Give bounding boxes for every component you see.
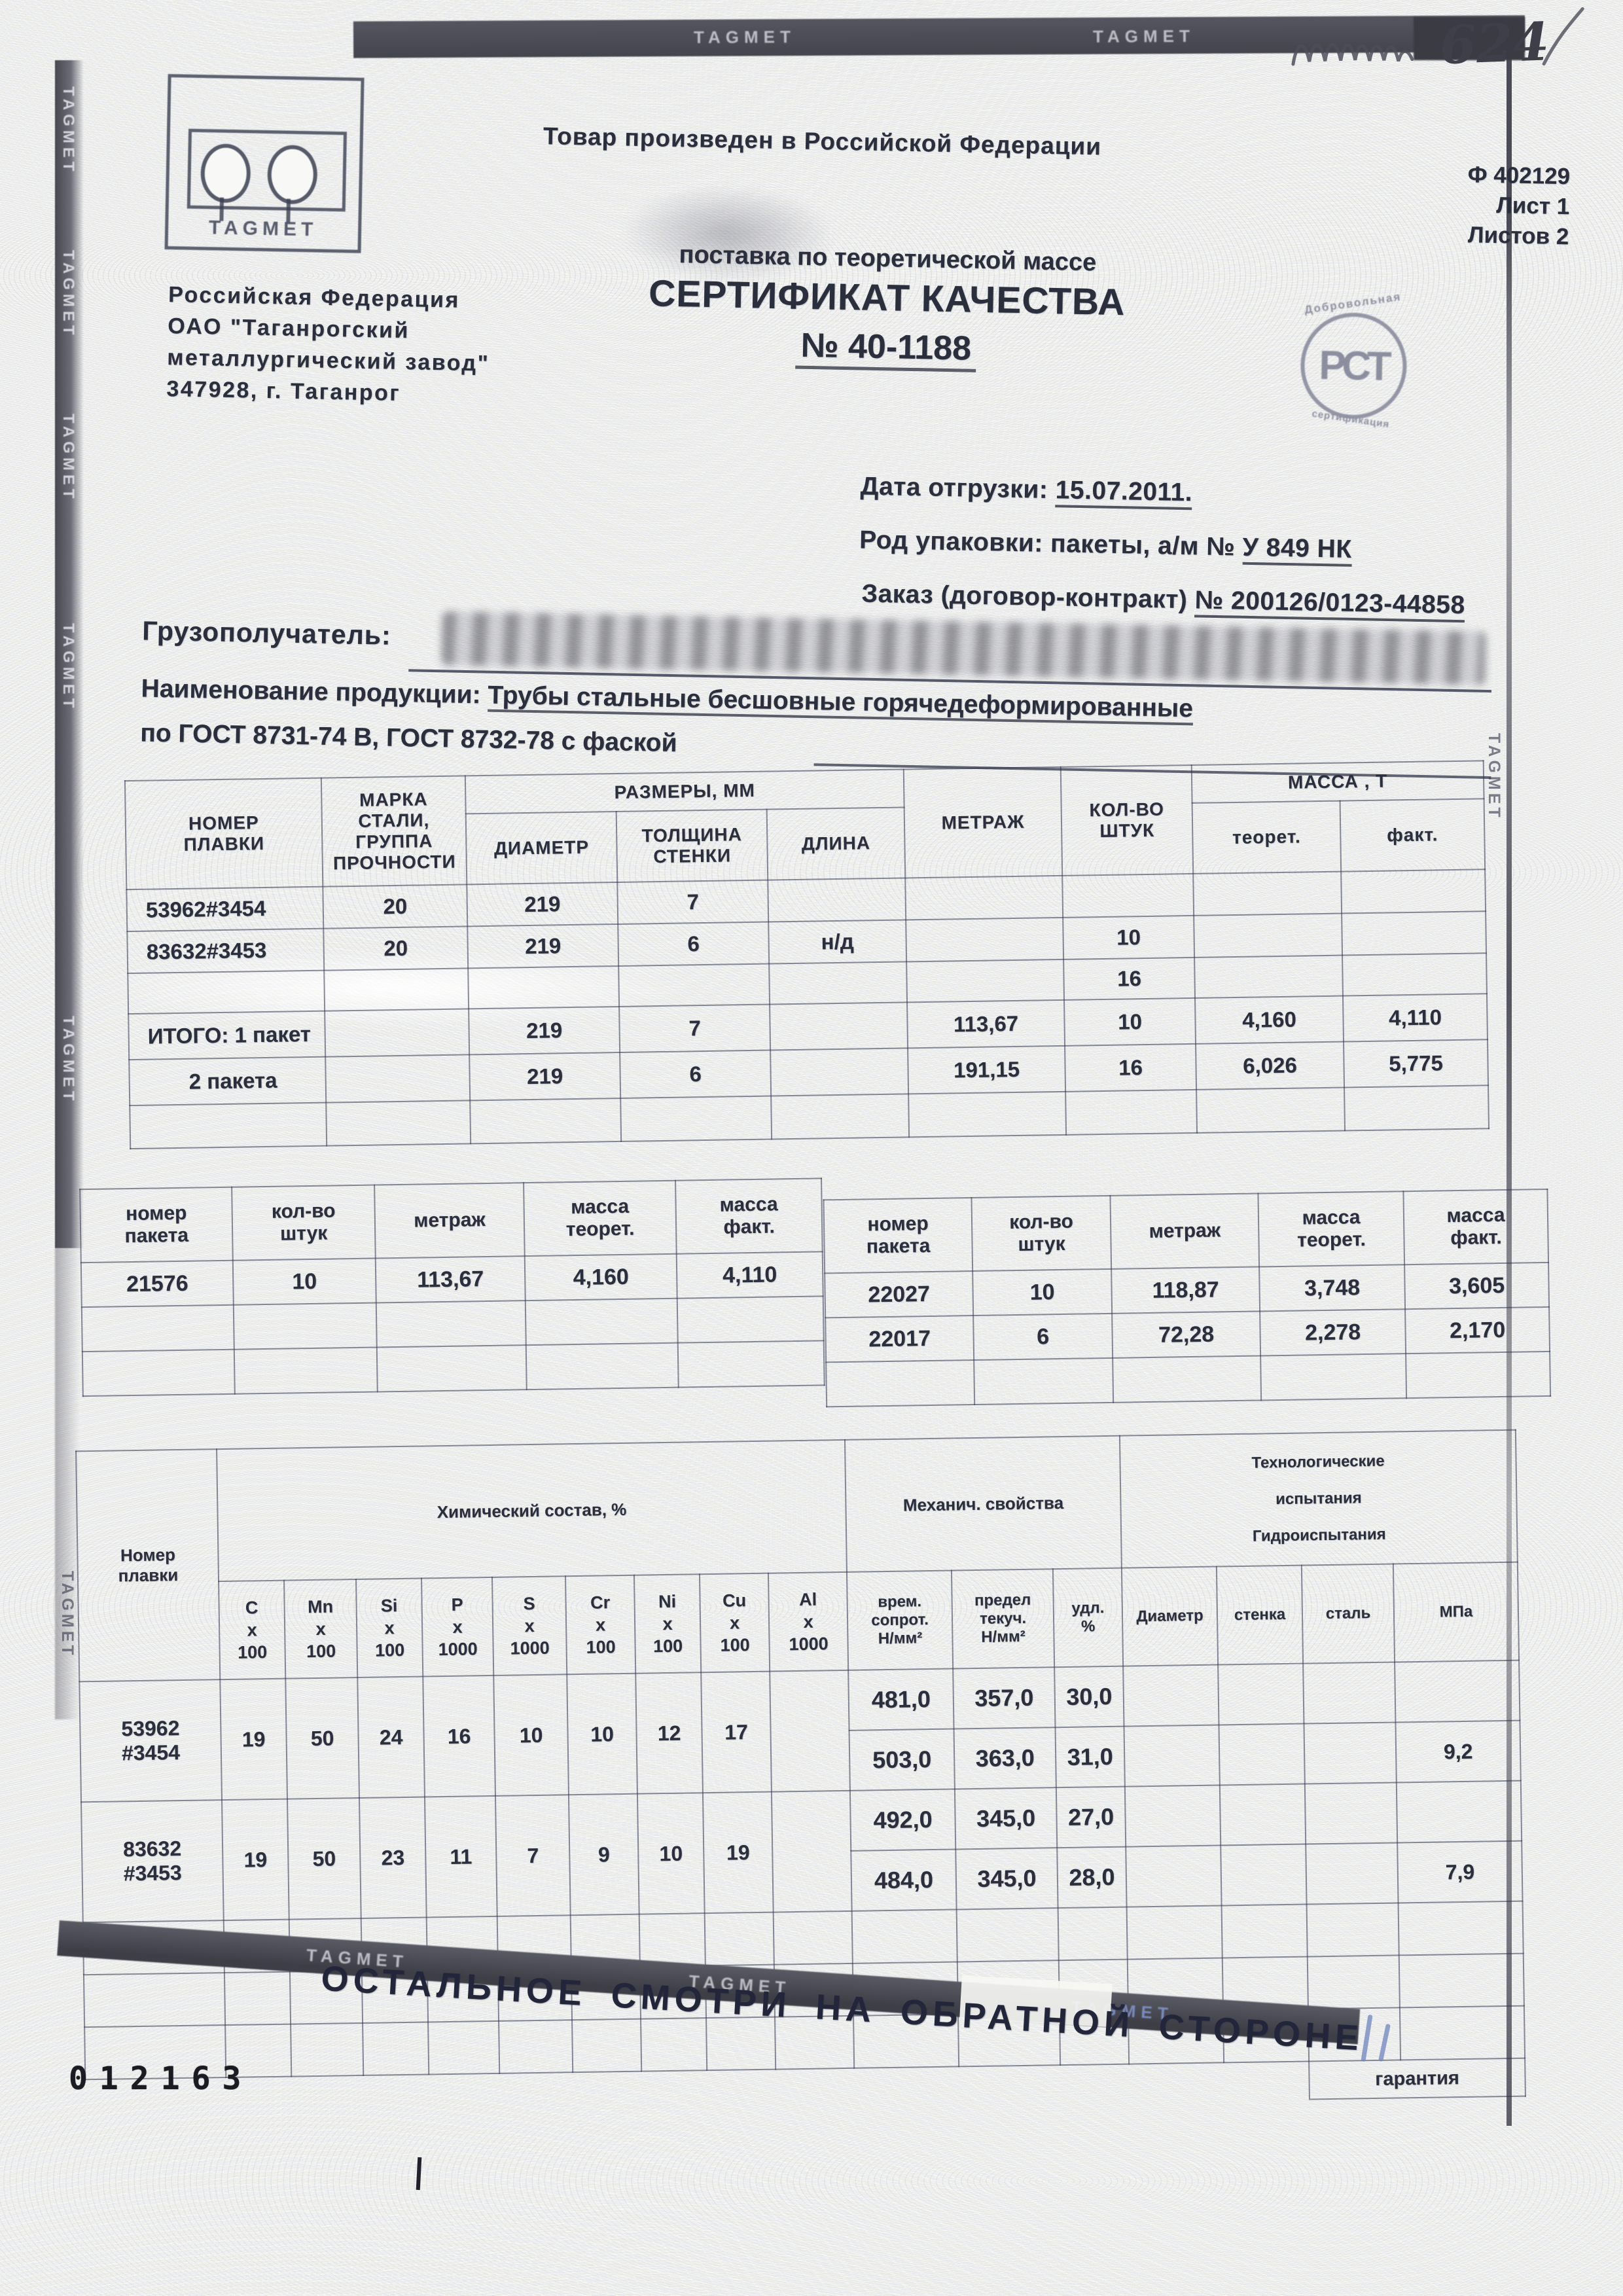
document-stamp-number: 012163 bbox=[69, 2060, 253, 2097]
scan-edge-left-lower bbox=[55, 1248, 80, 1719]
tagmet-watermark: TAGMET bbox=[60, 250, 77, 339]
tagmet-watermark: TAGMET bbox=[58, 1571, 77, 1659]
scan-edge-right bbox=[1507, 58, 1512, 2126]
handwritten-number: 624 bbox=[1438, 10, 1550, 76]
tagmet-watermark: TAGMET bbox=[60, 623, 77, 712]
scan-edge-top-corner bbox=[1414, 17, 1525, 60]
handwritten-scribble: 624 bbox=[1291, 7, 1584, 76]
scribble-tail bbox=[1542, 7, 1584, 66]
tagmet-watermark: TAGMET bbox=[60, 1016, 77, 1105]
tagmet-watermark: TAGMET bbox=[60, 414, 77, 503]
scan-edge-left: TAGMET TAGMET TAGMET TAGMET TAGMET bbox=[55, 60, 84, 1248]
scribble-stroke bbox=[1291, 43, 1414, 66]
tagmet-watermark: TAGMET bbox=[60, 86, 77, 175]
paper-warp bbox=[85, 949, 707, 1028]
